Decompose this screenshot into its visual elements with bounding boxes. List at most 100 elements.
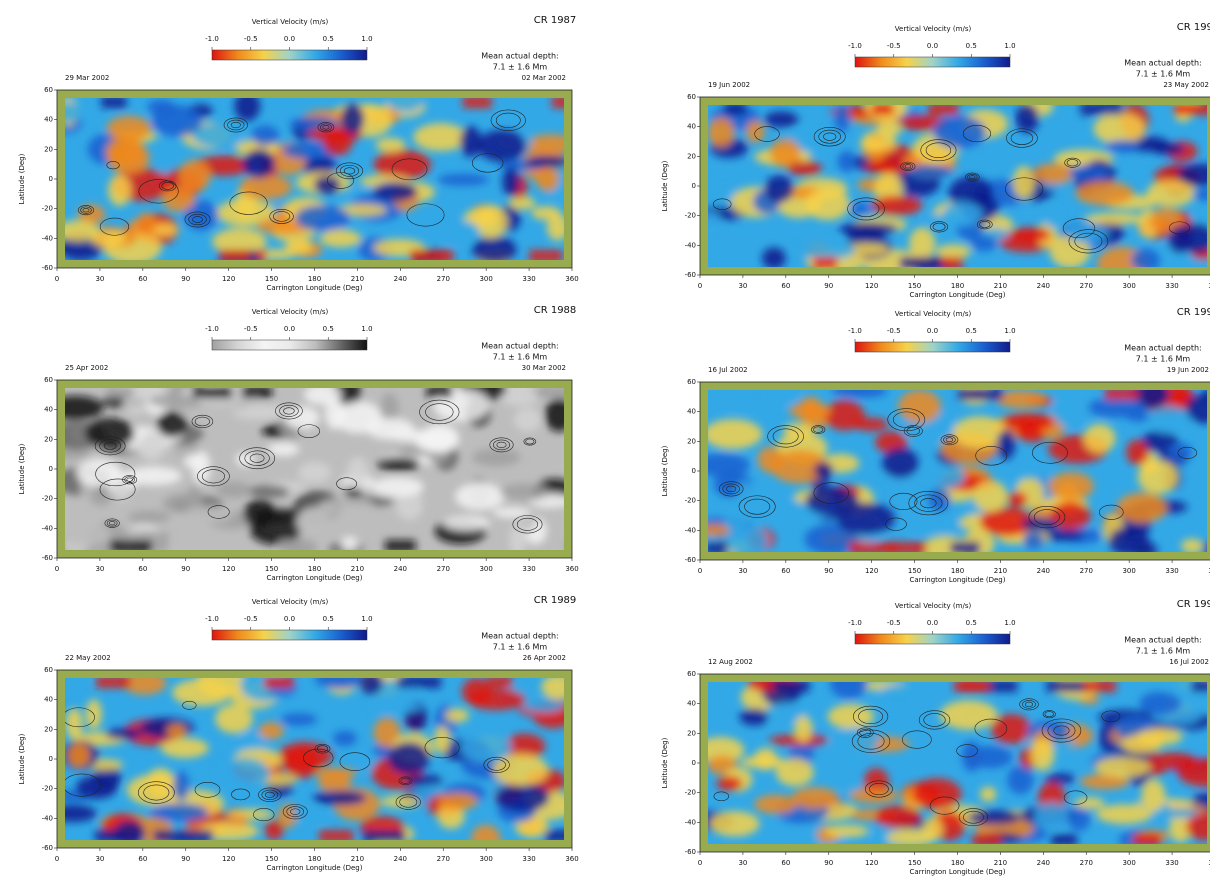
heatmap-blob (161, 186, 195, 212)
colorbar-label: Vertical Velocity (m/s) (252, 308, 329, 316)
heatmap-blob (932, 115, 986, 149)
colorbar (854, 633, 1011, 645)
contour (184, 211, 211, 228)
contour (303, 748, 334, 768)
contour (335, 162, 364, 180)
x-tick-label: 240 (1037, 282, 1050, 290)
contour (963, 810, 984, 824)
contour (516, 517, 539, 531)
heatmap-blob (1169, 813, 1193, 843)
contour (496, 441, 507, 449)
contour (320, 123, 332, 131)
panel-title: CR 1990 (1177, 22, 1210, 33)
heatmap-blob (184, 200, 219, 231)
contour (197, 466, 230, 487)
contour (975, 446, 1008, 466)
contour (223, 117, 248, 133)
heatmap-blob (436, 792, 478, 810)
heatmap-edge (958, 390, 984, 400)
heatmap-blob (834, 105, 851, 132)
contour (976, 219, 993, 230)
heatmap-edge (101, 98, 127, 108)
heatmap-blob (1185, 393, 1207, 424)
heatmap-blob (525, 155, 564, 168)
contour (339, 164, 360, 177)
date-left: 19 Jun 2002 (708, 81, 750, 89)
contour (1101, 710, 1121, 723)
x-tick-label: 120 (865, 859, 878, 867)
annotation: Mean actual depth: (1124, 59, 1202, 68)
contour (1032, 441, 1068, 464)
y-tick-label: -20 (685, 212, 696, 220)
contour (851, 729, 891, 753)
heatmap-blob (90, 490, 112, 506)
contour (847, 197, 885, 221)
colorbar-tick-label: 0.0 (284, 615, 295, 623)
x-tick-label: 210 (351, 275, 364, 283)
x-tick-label: 150 (265, 565, 278, 573)
heatmap-blob (830, 682, 868, 699)
x-tick-label: 30 (95, 855, 104, 863)
x-tick-label: 150 (908, 859, 921, 867)
heatmap-blob (1126, 439, 1149, 465)
contour (1074, 232, 1103, 250)
x-tick-label: 180 (308, 275, 321, 283)
colorbar-tick-label: -1.0 (848, 42, 862, 50)
heatmap-field (65, 388, 564, 550)
heatmap-blob (257, 217, 308, 235)
x-tick-label: 30 (738, 567, 747, 575)
contour (979, 220, 991, 228)
heatmap-blob (522, 699, 564, 713)
heatmap-blob (373, 717, 401, 748)
contour (227, 119, 245, 131)
heatmap-blob (805, 188, 850, 221)
heatmap (708, 682, 1207, 844)
x-axis-label: Carrington Longitude (Deg) (910, 576, 1006, 584)
contour (282, 804, 308, 820)
heatmap-blob (455, 482, 505, 511)
annotation: 7.1 ± 1.6 Mm (493, 643, 548, 652)
heatmap-edge (96, 678, 131, 688)
x-tick-label: 210 (351, 565, 364, 573)
heatmap-blob (796, 240, 856, 260)
heatmap-blob (278, 804, 299, 828)
heatmap-blob (267, 442, 300, 457)
heatmap-blob (332, 730, 357, 747)
heatmap-blob (346, 456, 369, 489)
x-axis-label: Carrington Longitude (Deg) (910, 291, 1006, 299)
x-tick-label: 120 (222, 275, 235, 283)
colorbar-tick-label: 0.5 (966, 619, 977, 627)
date-right: 30 Mar 2002 (522, 364, 566, 372)
heatmap-blob (1137, 460, 1179, 494)
heatmap-edge (544, 830, 564, 840)
heatmap-blob (1121, 734, 1163, 754)
heatmap-blob (1074, 797, 1105, 809)
y-axis-label: Latitude (Deg) (661, 160, 669, 211)
colorbar-tick-label: 1.0 (361, 615, 372, 623)
x-tick-label: 0 (698, 859, 702, 867)
heatmap-blob (499, 483, 549, 501)
contour (974, 718, 1008, 739)
heatmap-blob (138, 433, 165, 461)
heatmap-blob (708, 523, 732, 537)
heatmap-blob (318, 497, 374, 514)
heatmap-edge (95, 830, 124, 840)
x-tick-label: 360 (1208, 859, 1210, 867)
heatmap-edge (110, 540, 152, 550)
heatmap-edge (426, 388, 452, 398)
colorbar-tick-label: -0.5 (244, 325, 258, 333)
annotation: 7.1 ± 1.6 Mm (493, 353, 548, 362)
heatmap-edge (153, 830, 190, 840)
colorbar-tick-label: 0.0 (927, 619, 938, 627)
heatmap-edge (319, 830, 354, 840)
heatmap-field (708, 105, 1207, 267)
heatmap-blob (320, 229, 362, 248)
x-tick-label: 0 (55, 275, 59, 283)
heatmap-blob (106, 115, 152, 142)
heatmap-blob (65, 522, 111, 548)
heatmap-edge (384, 540, 416, 550)
colorbar (211, 629, 368, 641)
contour (297, 424, 321, 439)
heatmap-blob (1010, 227, 1051, 242)
heatmap-blob (105, 728, 142, 740)
